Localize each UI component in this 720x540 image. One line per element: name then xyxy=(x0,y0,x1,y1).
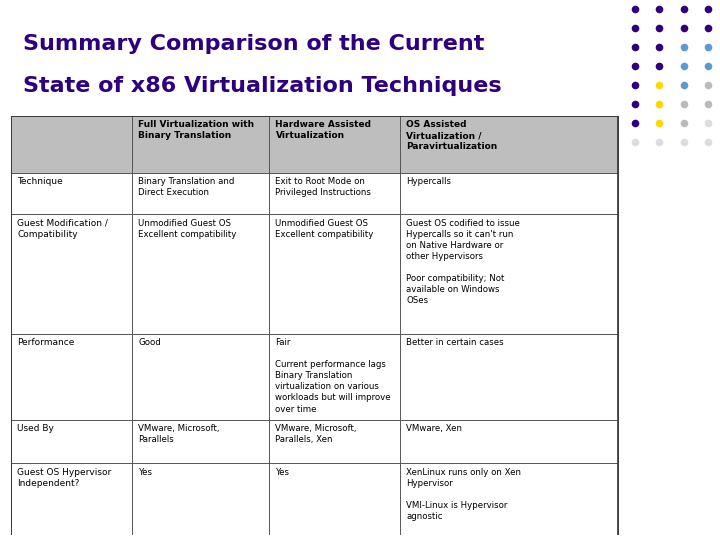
Text: Guest Modification /
Compatibility: Guest Modification / Compatibility xyxy=(17,219,108,239)
Text: XenLinux runs only on Xen
Hypervisor

VMI-Linux is Hypervisor
agnostic: XenLinux runs only on Xen Hypervisor VMI… xyxy=(406,468,521,521)
Text: VMware, Microsoft,
Parallels, Xen: VMware, Microsoft, Parallels, Xen xyxy=(276,424,357,444)
Text: Unmodified Guest OS
Excellent compatibility: Unmodified Guest OS Excellent compatibil… xyxy=(276,219,374,239)
Text: Used By: Used By xyxy=(17,424,54,433)
Bar xyxy=(400,334,618,420)
Bar xyxy=(269,116,400,173)
Text: VMware, Xen: VMware, Xen xyxy=(406,424,462,433)
Bar xyxy=(400,173,618,214)
Bar xyxy=(269,173,400,214)
Bar xyxy=(11,334,132,420)
Bar xyxy=(132,420,269,463)
Bar xyxy=(400,463,618,537)
Bar xyxy=(11,420,132,463)
Text: Hypercalls: Hypercalls xyxy=(406,177,451,186)
Text: Summary Comparison of the Current: Summary Comparison of the Current xyxy=(23,34,485,55)
Text: Yes: Yes xyxy=(276,468,289,477)
Bar xyxy=(400,116,618,173)
Text: Guest OS codified to issue
Hypercalls so it can't run
on Native Hardware or
othe: Guest OS codified to issue Hypercalls so… xyxy=(406,219,520,305)
Bar xyxy=(269,420,400,463)
Text: Technique: Technique xyxy=(17,177,63,186)
Text: State of x86 Virtualization Techniques: State of x86 Virtualization Techniques xyxy=(23,76,502,97)
Bar xyxy=(132,116,269,173)
Text: Guest OS Hypervisor
Independent?: Guest OS Hypervisor Independent? xyxy=(17,468,112,488)
Bar xyxy=(400,420,618,463)
Text: Yes: Yes xyxy=(138,468,153,477)
Bar xyxy=(132,214,269,334)
Bar xyxy=(11,463,132,537)
Bar xyxy=(132,173,269,214)
Text: Unmodified Guest OS
Excellent compatibility: Unmodified Guest OS Excellent compatibil… xyxy=(138,219,237,239)
Bar xyxy=(269,214,400,334)
Bar xyxy=(132,463,269,537)
Bar xyxy=(11,116,132,173)
Text: OS Assisted
Virtualization /
Paravirtualization: OS Assisted Virtualization / Paravirtual… xyxy=(406,120,498,152)
Bar xyxy=(400,214,618,334)
Text: Exit to Root Mode on
Privileged Instructions: Exit to Root Mode on Privileged Instruct… xyxy=(276,177,372,197)
Text: Fair

Current performance lags
Binary Translation
virtualization on various
work: Fair Current performance lags Binary Tra… xyxy=(276,338,391,414)
Bar xyxy=(11,214,132,334)
Text: Good: Good xyxy=(138,338,161,347)
Bar xyxy=(11,173,132,214)
Text: VMware, Microsoft,
Parallels: VMware, Microsoft, Parallels xyxy=(138,424,220,444)
Text: Better in certain cases: Better in certain cases xyxy=(406,338,504,347)
Text: Binary Translation and
Direct Execution: Binary Translation and Direct Execution xyxy=(138,177,235,197)
Text: Full Virtualization with
Binary Translation: Full Virtualization with Binary Translat… xyxy=(138,120,255,140)
Text: Hardware Assisted
Virtualization: Hardware Assisted Virtualization xyxy=(276,120,372,140)
Bar xyxy=(132,334,269,420)
Text: Performance: Performance xyxy=(17,338,74,347)
Bar xyxy=(269,334,400,420)
Bar xyxy=(269,463,400,537)
